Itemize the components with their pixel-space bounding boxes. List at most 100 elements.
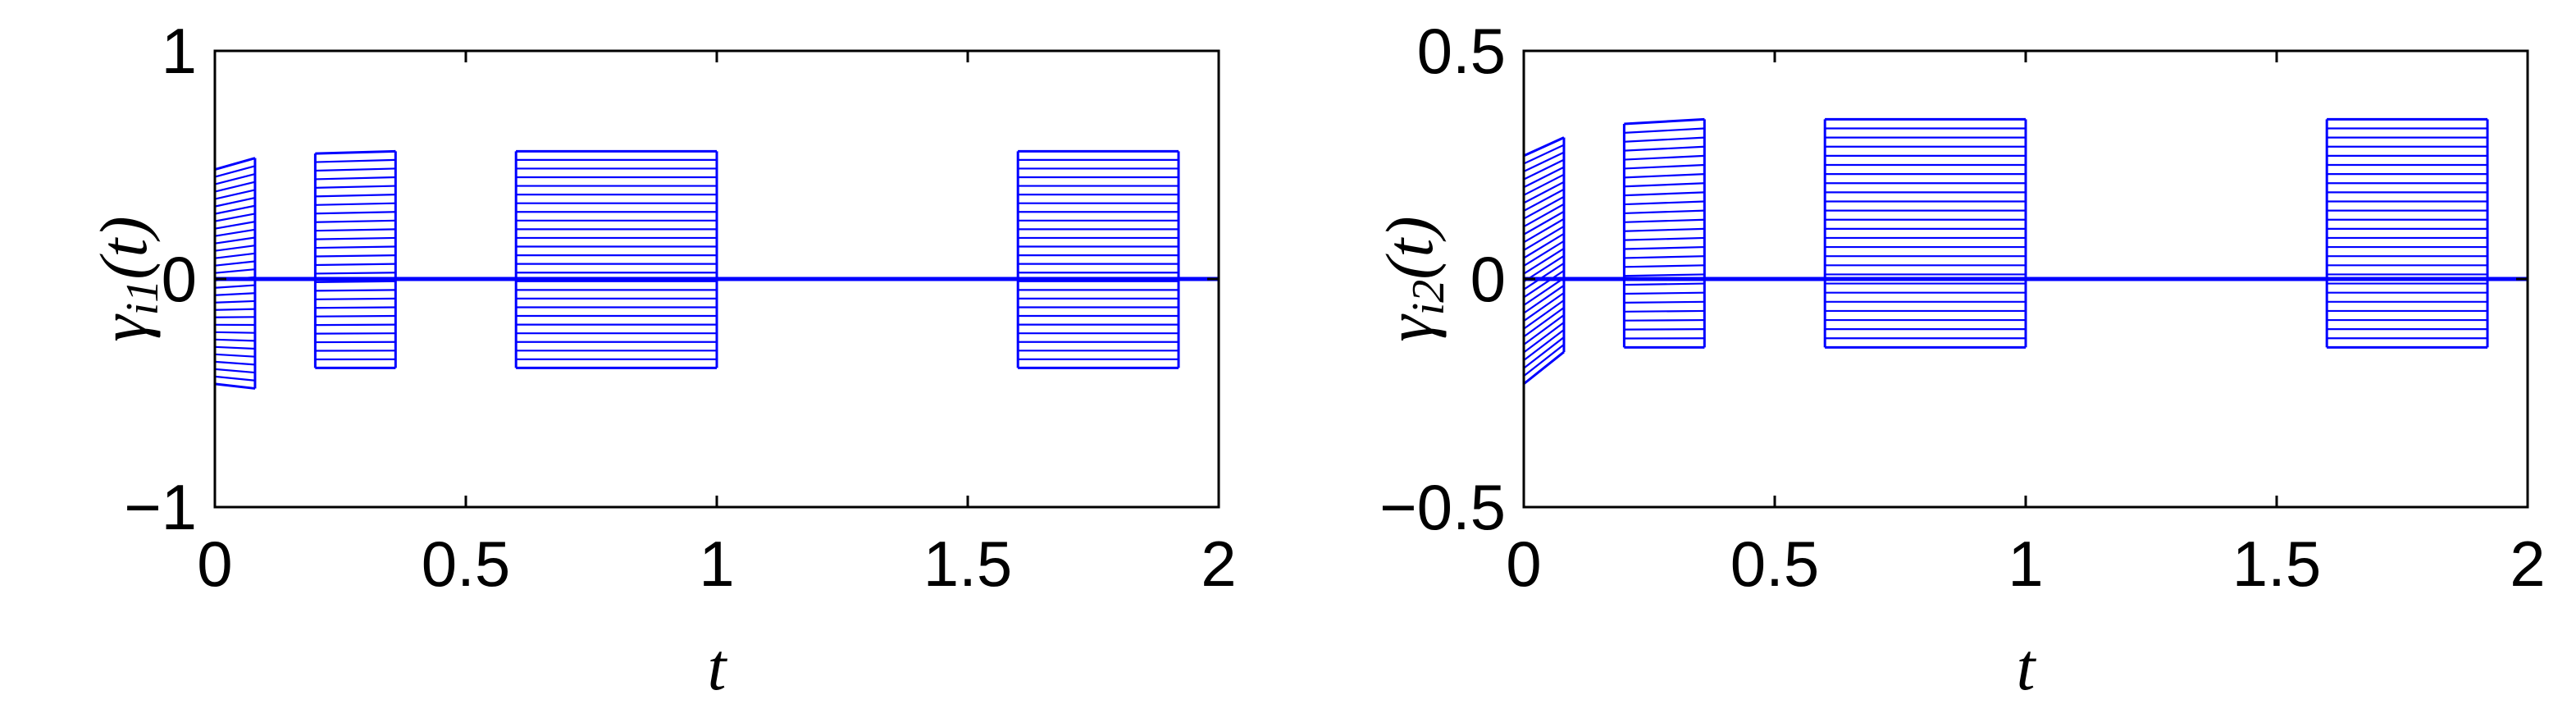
trajectory-line [1624,182,1705,188]
trajectory-line [1523,299,1565,330]
y-tick-label: 0 [162,243,197,315]
trajectory-line [1624,291,1705,295]
active-interval-4 [2325,117,2489,349]
x-tick-label: 1.5 [2232,528,2321,600]
trajectory-line [315,185,396,190]
trajectory-line [1523,225,1565,251]
chart-panel-1: 0 0.5 1 1.5 2−101 t γi1(t) [86,15,1237,704]
trajectory-line [214,368,256,374]
trajectory-line [1624,191,1705,197]
trajectory-line [1523,166,1565,189]
trajectory-line [1523,291,1565,322]
active-interval-3 [514,149,718,369]
trajectory-line [1523,284,1565,314]
trajectory-line [214,228,256,237]
trajectory-line [1624,200,1705,206]
trajectory-line [214,213,256,222]
trajectory-line [1624,300,1705,304]
trajectory-line [214,236,256,245]
trajectory-line [214,189,256,200]
y-axis-title: γi1(t) [86,216,168,341]
active-interval-1 [213,157,257,390]
trajectory-line [1624,145,1705,152]
trajectory-line [214,331,255,334]
trajectory-line [315,176,396,181]
x-tick-label: 1 [699,528,734,600]
interval-upper-envelope [315,149,396,155]
trajectory-line [214,360,256,366]
trajectory-line [214,172,256,185]
axis-ticks: 0 0.5 1 1.5 2−0.500.5 [1379,15,2546,600]
trajectory-line [1624,227,1705,232]
axis-ticks: 0 0.5 1 1.5 2−101 [124,15,1237,600]
trajectory-line [214,165,256,178]
x-tick-label: 0 [1506,528,1541,600]
trajectory-line [214,260,256,267]
trajectory-line [315,219,396,223]
trajectory-line [315,202,396,206]
trajectory-line [315,211,396,215]
y-axis-title-main: γ [86,313,161,342]
interval-upper-envelope [214,157,256,171]
trajectory-line [214,338,255,342]
active-interval-4 [1016,149,1180,369]
trajectory-line [315,314,396,318]
series-group [213,149,1219,390]
x-axis-title: t [2017,629,2037,704]
active-interval-3 [1823,117,2027,349]
active-interval-2 [1622,117,1706,349]
trajectory-line [315,263,396,267]
trajectory-line [1624,309,1705,313]
interval-lower-envelope [214,382,256,390]
trajectory-line [1523,336,1565,369]
trajectory-line [315,306,396,309]
trajectory-line [315,158,396,163]
interval-lower-envelope [1523,350,1565,386]
x-axis-title: t [708,629,728,704]
trajectory-line [214,299,256,304]
trajectory-line [1523,158,1565,181]
active-interval-1 [1522,136,1566,386]
trajectory-line [1523,151,1565,173]
y-axis-title-argument: (t) [1372,216,1447,279]
trajectory-line [214,252,256,259]
trajectory-line [1523,240,1565,267]
trajectory-line [1523,262,1565,290]
trajectory-line [1523,329,1565,361]
trajectory-line [1523,203,1565,228]
trajectory-line [1523,269,1565,299]
trajectory-line [1523,144,1565,165]
trajectory-line [1624,282,1705,286]
trajectory-line [1624,136,1705,143]
y-tick-label: 0.5 [1417,15,1506,87]
interval-upper-envelope [1624,117,1705,126]
x-tick-label: 0 [197,528,232,600]
trajectory-line [214,268,256,274]
trajectory-line [1523,314,1565,345]
trajectory-line [1624,264,1705,268]
trajectory-line [214,308,255,311]
trajectory-line [1624,127,1705,134]
trajectory-line [1624,318,1705,322]
x-tick-label: 1 [2008,528,2043,600]
trajectory-line [214,345,256,350]
trajectory-line [214,221,256,230]
trajectory-line [1624,163,1705,170]
trajectory-line [1523,195,1565,220]
y-tick-label: 1 [162,15,197,87]
trajectory-line [1523,344,1565,377]
trajectory-line [315,323,396,327]
x-tick-label: 1.5 [923,528,1012,600]
trajectory-line [214,353,256,358]
y-axis-title: γi2(t) [1372,216,1454,341]
trajectory-line [1624,173,1705,179]
trajectory-line [214,245,256,252]
trajectory-line [1523,217,1565,244]
trajectory-line [1523,277,1565,306]
trajectory-line [315,194,396,198]
trajectory-line [315,236,396,240]
trajectory-line [315,228,396,232]
y-tick-label: −1 [124,471,197,543]
trajectory-line [315,245,396,249]
